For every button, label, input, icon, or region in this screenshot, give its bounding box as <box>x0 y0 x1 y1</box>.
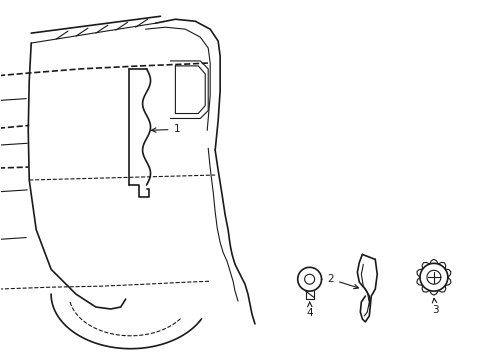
Text: 4: 4 <box>306 302 313 318</box>
Text: 1: 1 <box>151 124 180 134</box>
Text: 2: 2 <box>327 274 358 289</box>
Text: 3: 3 <box>431 298 438 315</box>
